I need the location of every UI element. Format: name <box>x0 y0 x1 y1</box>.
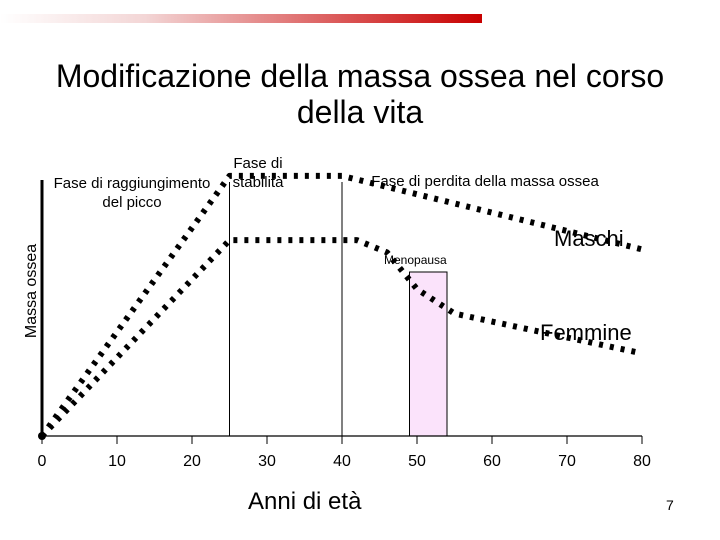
series-line-maschi <box>39 172 643 438</box>
x-tick-label-0: 0 <box>38 453 47 470</box>
page-number: 7 <box>666 497 674 513</box>
menopause-label: Menopausa <box>384 253 447 267</box>
series-label-femmine: Femmine <box>540 320 632 345</box>
x-tick-label-80: 80 <box>633 453 651 470</box>
series-line-femmine <box>39 237 643 439</box>
origin-point <box>38 432 46 440</box>
x-tick-label-50: 50 <box>408 453 426 470</box>
x-tick-label-10: 10 <box>108 453 126 470</box>
phase-stability-label: Fase di stabilità <box>232 155 284 191</box>
x-tick-label-30: 30 <box>258 453 276 470</box>
x-tick-label-20: 20 <box>183 453 201 470</box>
series-label-maschi: Maschi <box>554 226 624 251</box>
phase-loss-label: Fase di perdita della massa ossea <box>371 173 599 190</box>
phase-peak-label: Fase di raggiungimento del picco <box>53 175 211 211</box>
x-tick-label-70: 70 <box>558 453 576 470</box>
menopause-band <box>409 271 448 437</box>
slide-title: Modificazione della massa ossea nel cors… <box>55 58 665 130</box>
x-axis-label: Anni di età <box>248 488 362 515</box>
x-tick-label-40: 40 <box>333 453 351 470</box>
title-accent-bar <box>0 14 482 23</box>
x-tick-label-60: 60 <box>483 453 501 470</box>
